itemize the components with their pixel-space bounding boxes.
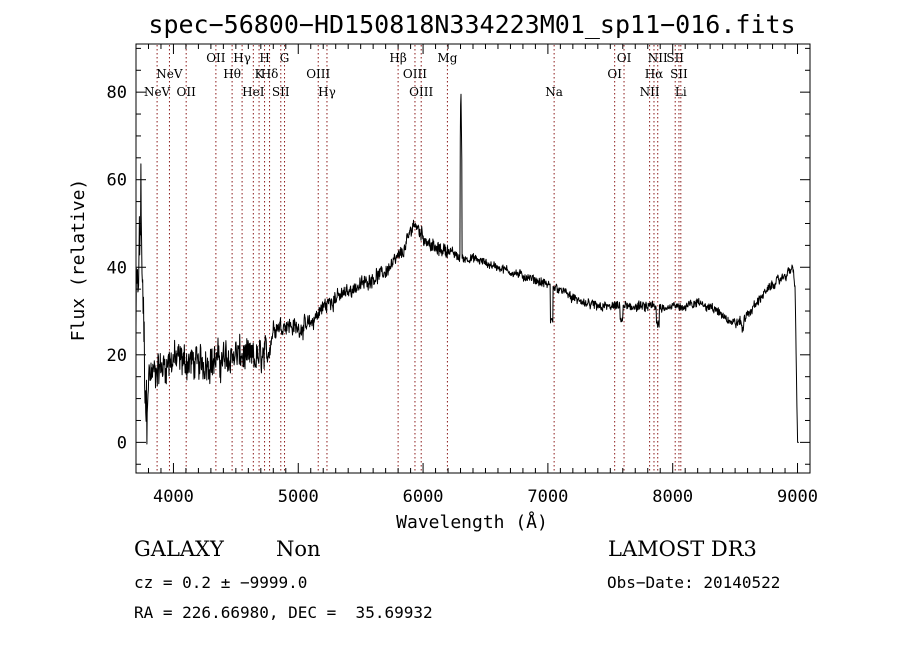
axis-ticks: 4000 5000 6000 7000 8000 9000 0 20 40 60 80 <box>107 44 818 507</box>
obs-date-label: Obs−Date: 20140522 <box>607 573 781 592</box>
redshift-label: cz = 0.2 ± −9999.0 <box>134 573 308 592</box>
emission-line-label: OΙ <box>607 67 622 81</box>
emission-line-label: OΙΙΙ <box>409 85 433 99</box>
spectrum-chart: spec−56800−HD150818N334223M01_sp11−016.f… <box>68 10 818 533</box>
survey-label: LAMOST DR3 <box>608 537 757 561</box>
y-tick-label: 20 <box>107 346 127 366</box>
emission-line-label: SΙΙ <box>670 67 688 81</box>
emission-line-label: OΙΙΙ <box>306 67 330 81</box>
emission-line-label: NeV <box>144 85 171 99</box>
emission-line-label: Hβ <box>389 51 406 65</box>
y-tick-label: 0 <box>117 433 127 453</box>
chart-title: spec−56800−HD150818N334223M01_sp11−016.f… <box>148 10 795 39</box>
x-tick-label: 9000 <box>777 487 818 507</box>
emission-line-label: NΙΙ <box>640 85 660 99</box>
x-tick-label: 7000 <box>527 487 568 507</box>
classification-label: GALAXY <box>134 537 224 561</box>
emission-line-markers <box>156 45 682 472</box>
emission-line-labels: NeV NeV OΙΙ OΙΙ Hθ Hγ HeΙ KH Hδ SΙΙ G OΙΙΙ Hγ Hβ OΙΙΙ O… <box>144 51 688 99</box>
x-tick-label: 8000 <box>652 487 693 507</box>
x-tick-label: 5000 <box>278 487 319 507</box>
emission-line-label: Hθ <box>223 67 241 81</box>
emission-line-label: OΙ <box>617 51 632 65</box>
x-axis-label: Wavelength (Å) <box>396 511 548 533</box>
emission-line-label: Na <box>545 85 563 99</box>
emission-line-label: Hδ <box>261 67 279 81</box>
emission-line-label: Hα <box>645 67 664 81</box>
emission-line-label: Hγ <box>233 51 251 65</box>
spectrum-line <box>135 93 799 445</box>
y-tick-label: 80 <box>107 83 127 103</box>
emission-line-label: G <box>280 51 290 65</box>
x-tick-label: 6000 <box>403 487 444 507</box>
emission-line-label: Mg <box>437 51 457 65</box>
emission-line-label: OΙΙ <box>177 85 197 99</box>
emission-line-label: NeV <box>156 67 183 81</box>
emission-line-label: K <box>255 67 265 81</box>
emission-line-label: H <box>259 51 269 65</box>
emission-line-label: SΙΙ <box>666 51 684 65</box>
subclass-label: Non <box>276 537 321 561</box>
y-tick-label: 60 <box>107 171 127 191</box>
emission-line-label: Li <box>675 85 687 99</box>
emission-line-label: OΙΙ <box>206 51 226 65</box>
emission-line-label: SΙΙ <box>272 85 290 99</box>
y-tick-label: 40 <box>107 258 127 278</box>
y-axis-label: Flux (relative) <box>68 179 89 342</box>
x-tick-label: 4000 <box>153 487 194 507</box>
emission-line-label: NΙΙ <box>648 51 668 65</box>
coordinates-label: RA = 226.66980, DEC = 35.69932 <box>134 603 433 622</box>
emission-line-label: Hγ <box>318 85 336 99</box>
emission-line-label: OΙΙΙ <box>403 67 427 81</box>
emission-line-label: HeΙ <box>242 85 265 99</box>
